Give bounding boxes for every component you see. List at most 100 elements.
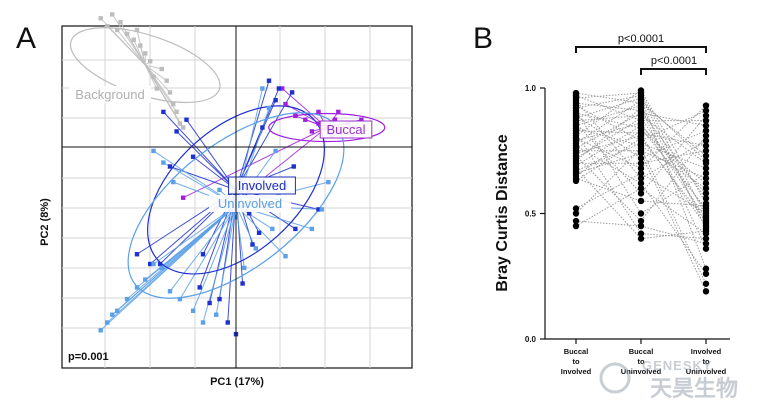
spider-line xyxy=(106,25,146,66)
bc-point xyxy=(637,190,645,197)
bc-point xyxy=(572,210,580,217)
pcoa-xlabel: PC1 (17%) xyxy=(210,376,264,388)
y-tick-label: 0.0 xyxy=(525,335,537,344)
bc-point xyxy=(572,217,580,225)
bc-point xyxy=(637,197,645,205)
category-label: Involved xyxy=(561,367,592,376)
point-buccal xyxy=(336,109,341,115)
spider-line xyxy=(235,92,293,191)
bc-point xyxy=(637,170,645,177)
y-tick-label: 1.0 xyxy=(525,84,537,93)
spider-line xyxy=(126,33,146,66)
bc-point xyxy=(637,217,645,225)
paired-line xyxy=(575,132,707,240)
spider-line xyxy=(235,80,270,191)
point-involved xyxy=(184,117,189,122)
point-uninvolved xyxy=(134,285,140,290)
point-involved xyxy=(174,129,179,134)
spider-line xyxy=(161,205,237,269)
point-uninvolved xyxy=(190,308,196,313)
bc-point xyxy=(702,245,710,252)
category-label: Buccal xyxy=(629,347,654,356)
group-label-box xyxy=(228,176,296,195)
point-background xyxy=(131,37,136,42)
paired-line xyxy=(575,172,707,214)
group-label-involved: Involved xyxy=(238,178,286,193)
point-uninvolved xyxy=(124,296,130,302)
point-background xyxy=(115,27,120,33)
paired-line xyxy=(575,177,707,207)
point-background xyxy=(167,90,173,95)
paired-line xyxy=(575,167,707,240)
bc-point xyxy=(637,165,645,172)
point-background xyxy=(143,51,148,56)
watermark-text-cn: 天昊生物 xyxy=(650,376,738,401)
point-uninvolved xyxy=(105,320,110,325)
group-label-buccal: Buccal xyxy=(326,122,365,137)
category-label: Uninvolved xyxy=(686,367,727,376)
category-label: Buccal xyxy=(564,347,589,356)
bc-point xyxy=(702,235,710,242)
point-background xyxy=(138,43,143,48)
point-involved xyxy=(266,78,272,83)
point-background xyxy=(151,74,156,79)
bc-point xyxy=(702,132,710,139)
category-label: to xyxy=(702,357,709,366)
point-buccal xyxy=(283,101,288,107)
bc-point xyxy=(702,102,710,109)
point-background xyxy=(154,86,159,91)
spider-line xyxy=(116,29,146,66)
bc-point xyxy=(702,152,710,159)
point-uninvolved xyxy=(214,312,219,317)
point-background xyxy=(124,31,130,37)
bc-ylabel: Bray Curtis Distance xyxy=(494,134,511,291)
point-buccal xyxy=(309,129,315,134)
point-involved xyxy=(207,300,212,306)
bc-point xyxy=(637,160,645,167)
point-uninvolved xyxy=(151,261,156,267)
point-uninvolved xyxy=(98,328,103,333)
bc-point xyxy=(702,165,710,172)
bc-point xyxy=(702,190,710,197)
point-background xyxy=(159,66,164,72)
pcoa-group-labels: Background Buccal Involved Uninvolved xyxy=(69,86,373,212)
point-buccal xyxy=(303,117,308,122)
bracket-2-pvalue: p<0.0001 xyxy=(651,55,697,67)
bracket-1-pvalue: p<0.0001 xyxy=(618,33,664,45)
bray-curtis-points xyxy=(572,87,710,295)
bc-point xyxy=(702,185,710,192)
point-uninvolved xyxy=(273,148,278,154)
bc-point xyxy=(702,147,710,154)
point-involved xyxy=(225,320,230,325)
spider-line xyxy=(133,39,146,66)
point-background xyxy=(174,109,179,115)
point-involved xyxy=(247,211,252,216)
point-uninvolved xyxy=(260,86,265,91)
bc-point xyxy=(702,160,710,167)
category-label: to xyxy=(637,357,644,366)
spider-line xyxy=(144,64,167,82)
point-involved xyxy=(276,86,282,91)
bray-curtis-plot: 0.00.51.0 BuccaltoInvolvedBuccaltoUninvo… xyxy=(525,33,730,376)
point-uninvolved xyxy=(283,254,288,259)
category-label: Uninvolved xyxy=(621,367,662,376)
bc-point xyxy=(572,177,580,185)
bc-point xyxy=(702,265,710,272)
point-involved xyxy=(260,125,265,130)
bc-point xyxy=(637,180,645,187)
point-buccal xyxy=(316,109,321,115)
point-involved xyxy=(293,226,298,232)
spider-line xyxy=(235,205,257,249)
paired-line xyxy=(575,100,707,180)
point-uninvolved xyxy=(319,207,324,212)
bc-point xyxy=(637,175,645,182)
ellipse-buccal xyxy=(268,112,386,143)
bc-category-labels: BuccaltoInvolvedBuccaltoUninvolvedInvolv… xyxy=(561,347,727,376)
point-background xyxy=(105,23,110,29)
bc-point xyxy=(702,230,710,237)
point-uninvolved xyxy=(242,265,247,271)
point-background xyxy=(177,121,183,126)
point-involved xyxy=(316,207,321,212)
point-involved xyxy=(157,261,163,267)
